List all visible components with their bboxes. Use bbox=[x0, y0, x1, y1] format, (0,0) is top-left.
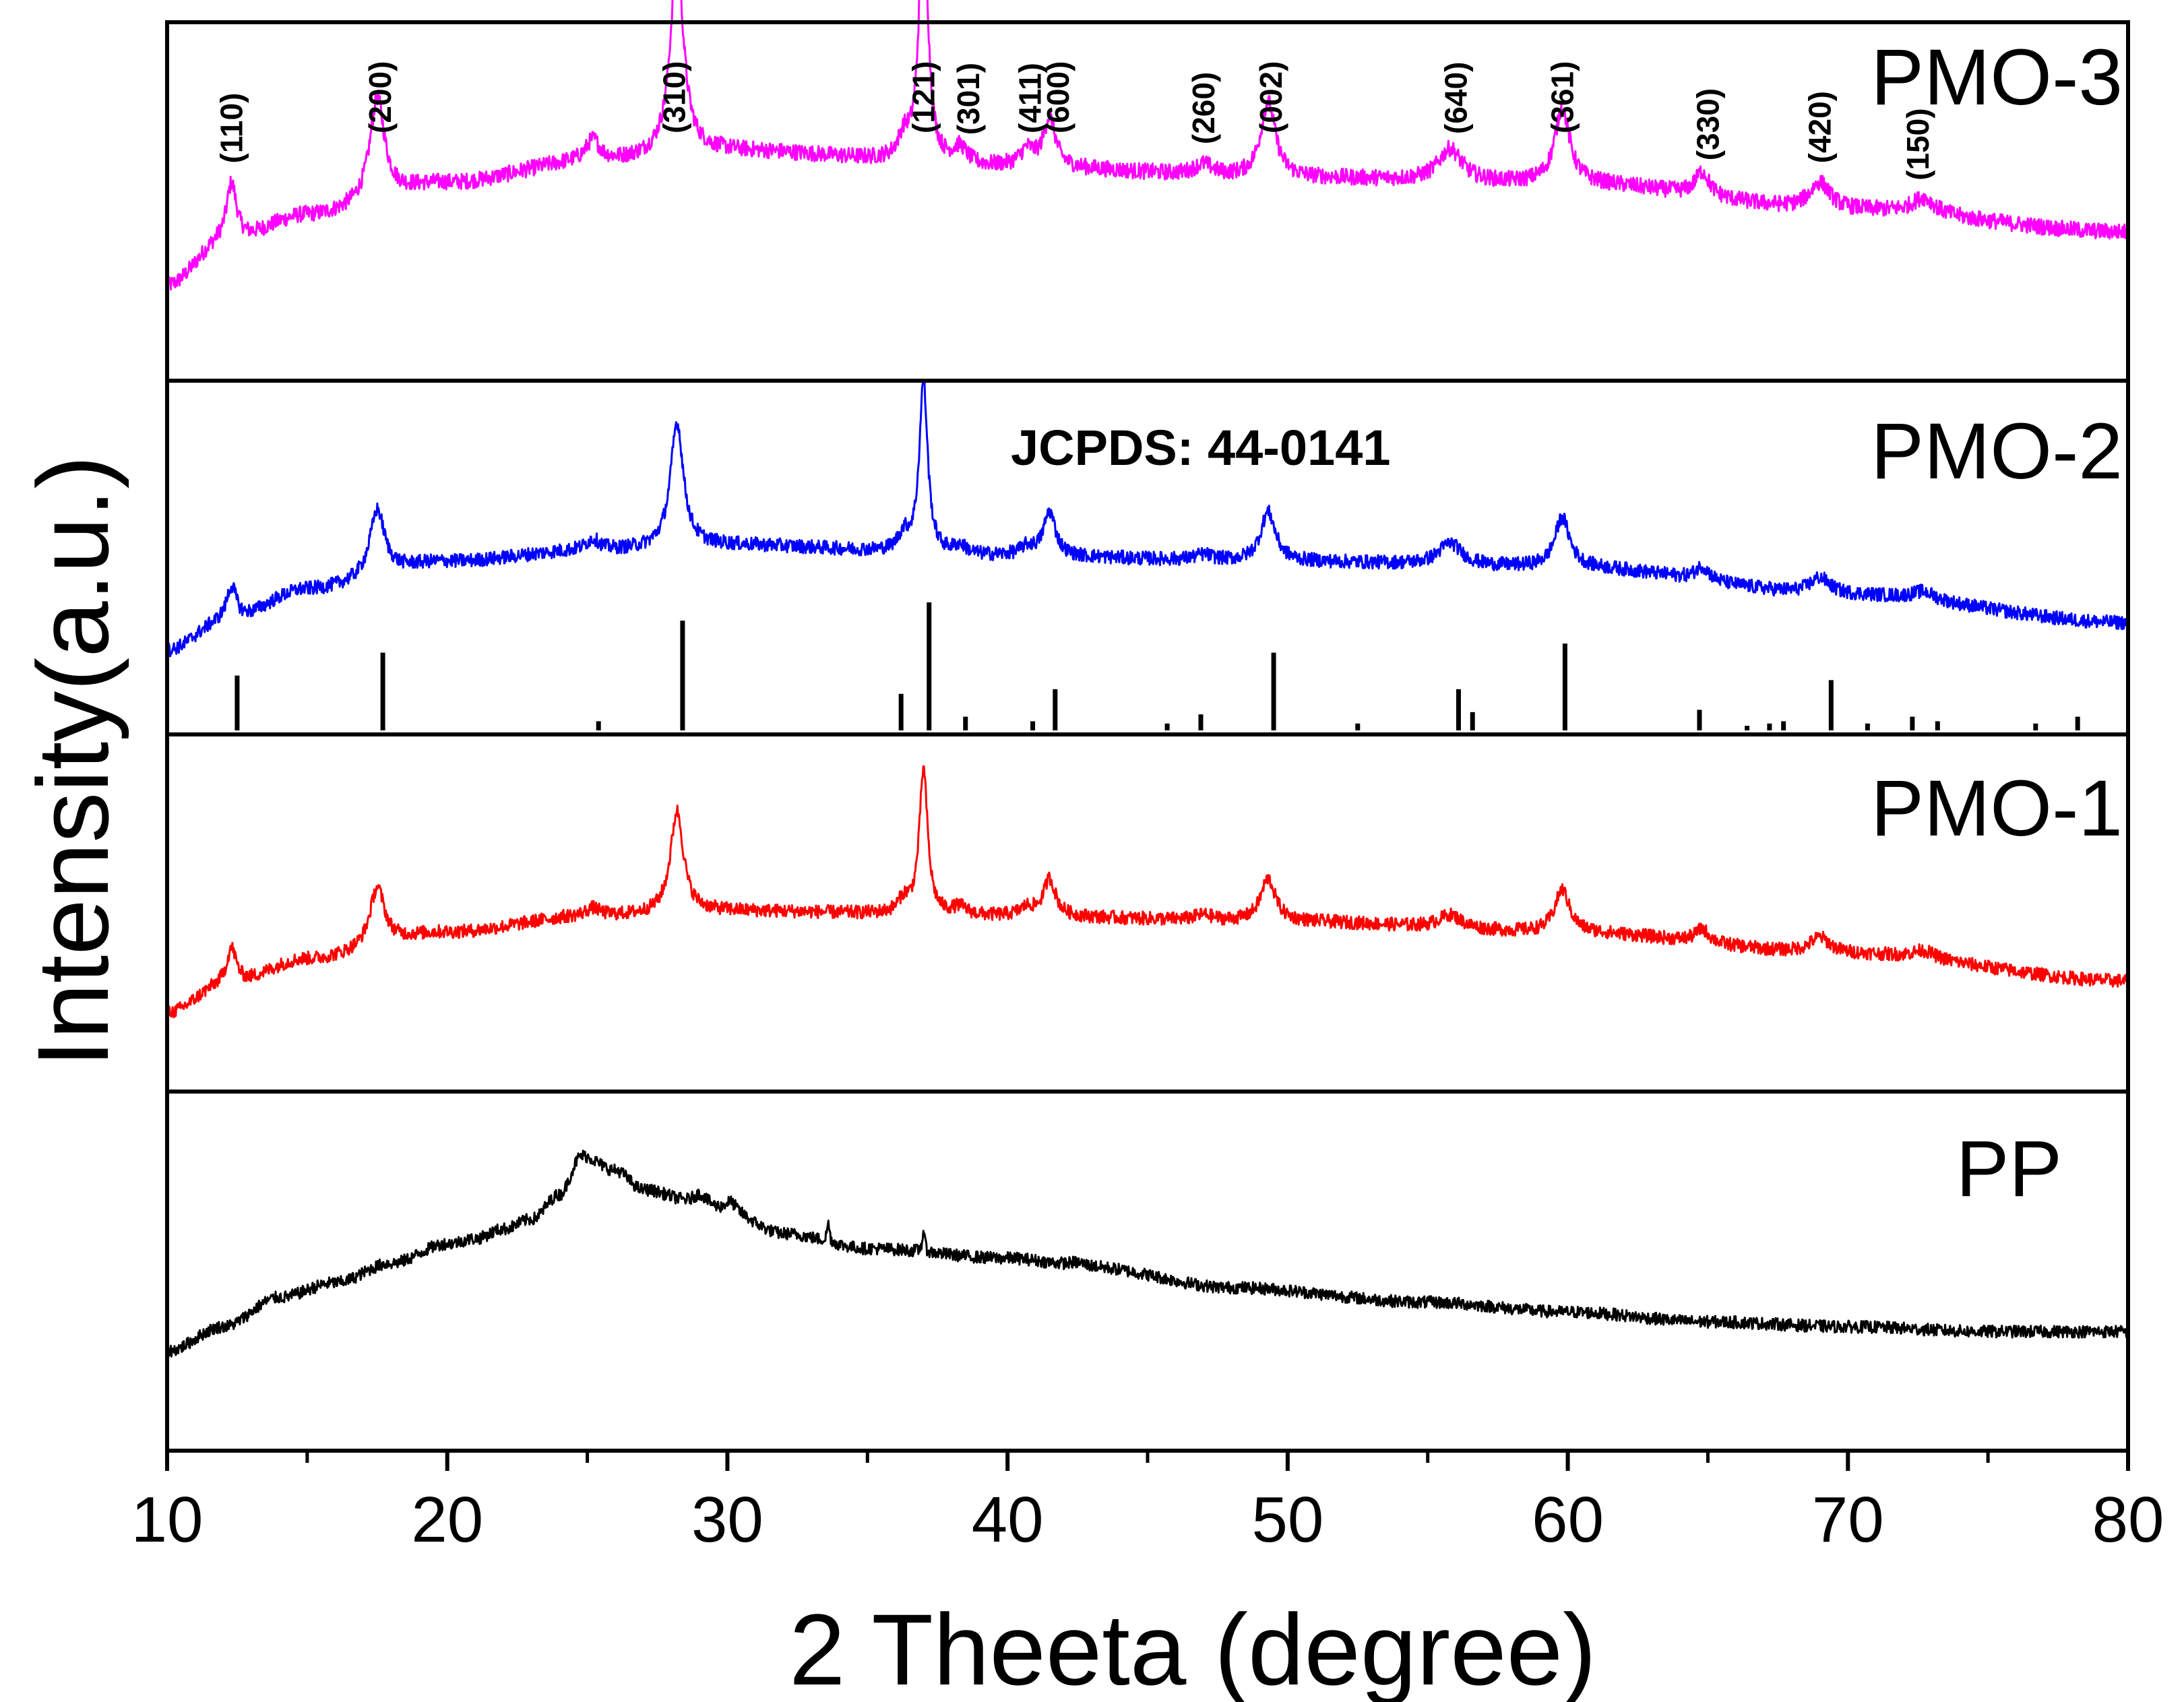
panel-label-pmo2: PMO-2 bbox=[1871, 407, 2123, 496]
panel-frames bbox=[165, 20, 2130, 1453]
hkl-label: (330) bbox=[1690, 88, 1725, 160]
spectrum-pmo1 bbox=[166, 765, 2129, 1019]
x-tick-label: 60 bbox=[1532, 1484, 1604, 1556]
hkl-label: (121) bbox=[906, 61, 941, 133]
x-tick-label: 70 bbox=[1812, 1484, 1884, 1556]
hkl-label: (150) bbox=[1900, 108, 1935, 180]
hkl-labels: (110) (200) (310) (121) (301) (411)(600) (260)… bbox=[214, 61, 1936, 181]
panel-label-pp: PP bbox=[1956, 1125, 2062, 1214]
x-tick-label: 40 bbox=[972, 1484, 1044, 1556]
panel-label-pmo1: PMO-1 bbox=[1871, 764, 2123, 853]
hkl-label: (310) bbox=[656, 61, 691, 133]
x-tick-label: 50 bbox=[1251, 1484, 1323, 1556]
hkl-label: (301) bbox=[951, 63, 986, 135]
x-axis-ticks: 10 20 30 40 50 60 70 80 bbox=[131, 1451, 2164, 1556]
hkl-label: (420) bbox=[1803, 91, 1838, 163]
hkl-label: (200) bbox=[363, 61, 398, 133]
hkl-label: (260) bbox=[1186, 72, 1221, 144]
x-tick-label: 10 bbox=[131, 1484, 204, 1556]
hkl-label: (110) bbox=[214, 93, 249, 164]
hkl-label: (640) bbox=[1438, 62, 1473, 134]
spectra-layer bbox=[166, 0, 2129, 1358]
hkl-label: (002) bbox=[1253, 61, 1288, 133]
x-tick-label: 30 bbox=[691, 1484, 763, 1556]
panel-label-pmo3: PMO-3 bbox=[1871, 33, 2123, 122]
x-tick-label: 20 bbox=[411, 1484, 483, 1556]
jcpds-reference-sticks bbox=[235, 602, 2080, 730]
hkl-label: (600) bbox=[1040, 61, 1075, 133]
y-axis-title: Intensity(a.u.) bbox=[16, 455, 129, 1068]
hkl-label: (411) bbox=[1012, 63, 1047, 133]
x-tick-label: 80 bbox=[2092, 1484, 2164, 1556]
spectrum-pp bbox=[166, 1149, 2129, 1358]
spectrum-pmo3 bbox=[166, 0, 2129, 291]
jcpds-card-label: JCPDS: 44-0141 bbox=[1011, 420, 1391, 476]
spectrum-pmo2 bbox=[166, 379, 2129, 658]
hkl-label: (361) bbox=[1545, 61, 1580, 133]
x-axis-title: 2 Theeta (degree) bbox=[789, 1593, 1596, 1702]
